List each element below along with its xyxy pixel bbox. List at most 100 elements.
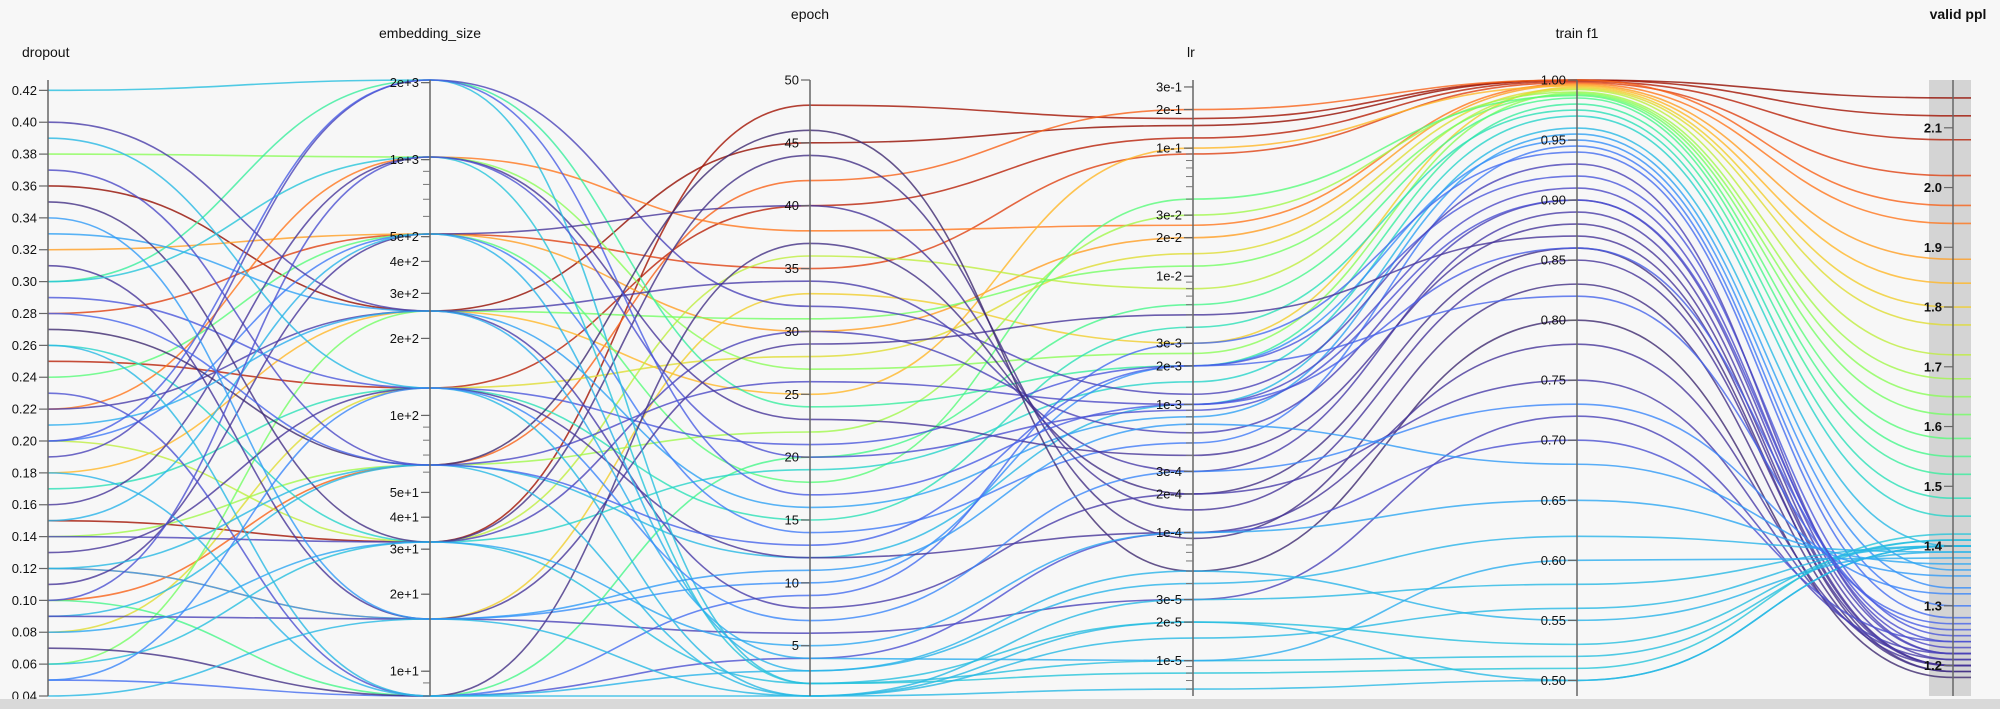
tick-label: 3e-4 bbox=[1156, 464, 1182, 479]
data-line bbox=[47, 175, 1971, 637]
data-line bbox=[47, 169, 1971, 649]
tick-label: 5e+2 bbox=[390, 229, 419, 244]
tick-label: 35 bbox=[785, 261, 799, 276]
tick-label: 0.06 bbox=[12, 657, 37, 672]
axis-train-f1[interactable]: train f1 0.50 0.55 0.60 0.65 0.70 0.75 0.80 0.85… bbox=[1541, 25, 1599, 696]
tick-label: 0.55 bbox=[1541, 613, 1566, 628]
tick-label: 0.75 bbox=[1541, 373, 1566, 388]
data-line bbox=[47, 82, 1971, 410]
data-line bbox=[47, 85, 1971, 474]
horizontal-scrollbar[interactable] bbox=[0, 699, 2000, 709]
tick-label: 50 bbox=[785, 73, 799, 88]
tick-label: 4e+2 bbox=[390, 254, 419, 269]
tick-label: 40 bbox=[785, 198, 799, 213]
tick-label: 3e-5 bbox=[1156, 592, 1182, 607]
axis-title[interactable]: embedding_size bbox=[379, 25, 481, 41]
data-line bbox=[47, 137, 1971, 697]
tick-label: 0.34 bbox=[12, 210, 37, 225]
data-line bbox=[47, 242, 1971, 697]
tick-label: 1.00 bbox=[1541, 73, 1566, 88]
data-line bbox=[47, 156, 1971, 667]
tick-label: 0.24 bbox=[12, 370, 37, 385]
tick-label: 3e-2 bbox=[1156, 208, 1182, 223]
lines-layer bbox=[47, 79, 1971, 697]
tick-label: 0.70 bbox=[1541, 433, 1566, 448]
data-line bbox=[47, 199, 1971, 655]
tick-label: 1.9 bbox=[1924, 240, 1942, 255]
data-line bbox=[47, 310, 1971, 662]
tick-label: 5 bbox=[792, 638, 799, 653]
tick-label: 0.18 bbox=[12, 465, 37, 480]
data-line bbox=[47, 79, 1971, 655]
data-line bbox=[47, 80, 1971, 389]
tick-label: 0.50 bbox=[1541, 673, 1566, 688]
axis-title[interactable]: lr bbox=[1187, 44, 1195, 60]
axis-title[interactable]: dropout bbox=[22, 44, 70, 60]
axes-layer: dropout0.040.060.080.100.120.140.160.180… bbox=[12, 6, 1987, 704]
tick-label: 3e-1 bbox=[1156, 79, 1182, 94]
axis-lr[interactable]: lr 1e-5 2e-5 3e-5 1e-4 2e-4 3e-4 1e-3 2e-3 3e-3 1e… bbox=[1156, 44, 1195, 696]
data-line bbox=[47, 499, 1971, 647]
data-line bbox=[47, 133, 1971, 571]
tick-label: 1e-1 bbox=[1156, 141, 1182, 156]
tick-label: 2e+2 bbox=[390, 331, 419, 346]
axis-title[interactable]: epoch bbox=[791, 6, 829, 22]
tick-label: 3e-3 bbox=[1156, 336, 1182, 351]
axis-epoch[interactable]: epoch 5 10 15 20 25 30 35 40 45 50 bbox=[785, 6, 830, 696]
data-line bbox=[47, 93, 1971, 665]
tick-label: 0.38 bbox=[12, 147, 37, 162]
data-line bbox=[47, 545, 1971, 697]
data-line bbox=[47, 539, 1971, 685]
tick-label: 0.20 bbox=[12, 433, 37, 448]
tick-label: 45 bbox=[785, 135, 799, 150]
tick-label: 0.95 bbox=[1541, 133, 1566, 148]
axis-title[interactable]: train f1 bbox=[1556, 25, 1599, 41]
tick-label: 3e+2 bbox=[390, 286, 419, 301]
axis-dropout[interactable]: dropout0.040.060.080.100.120.140.160.180… bbox=[12, 44, 70, 704]
tick-label: 25 bbox=[785, 387, 799, 402]
data-line bbox=[47, 387, 1971, 681]
data-line bbox=[47, 121, 1971, 661]
tick-label: 3e+1 bbox=[390, 542, 419, 557]
tick-label: 2e+1 bbox=[390, 587, 419, 602]
tick-label: 2e-5 bbox=[1156, 615, 1182, 630]
data-line bbox=[47, 87, 1971, 634]
tick-label: 0.65 bbox=[1541, 493, 1566, 508]
axis-valid-ppl[interactable]: valid ppl 1.2 1.3 1.4 1.5 1.6 1.7 1.8 1.9 2.0 2.1 bbox=[1924, 6, 1986, 696]
tick-label: 1e+3 bbox=[390, 152, 419, 167]
tick-label: 0.26 bbox=[12, 338, 37, 353]
tick-label: 0.36 bbox=[12, 178, 37, 193]
tick-label: 30 bbox=[785, 324, 799, 339]
tick-label: 4e+1 bbox=[390, 510, 419, 525]
tick-label: 0.32 bbox=[12, 242, 37, 257]
tick-label: 0.85 bbox=[1541, 253, 1566, 268]
data-line bbox=[47, 233, 1971, 672]
tick-label: 2.1 bbox=[1924, 120, 1942, 135]
tick-label: 1.2 bbox=[1924, 658, 1942, 673]
axis-embedding_size[interactable]: embedding_size 1e+1 2e+1 3e+1 4e+1 5e+1 1e+2 2e… bbox=[379, 25, 481, 697]
data-line bbox=[47, 97, 1971, 697]
tick-label: 0.28 bbox=[12, 306, 37, 321]
tick-label: 1.7 bbox=[1924, 359, 1942, 374]
tick-label: 2.0 bbox=[1924, 180, 1942, 195]
tick-label: 1.5 bbox=[1924, 479, 1942, 494]
data-line bbox=[47, 79, 1971, 631]
data-line bbox=[47, 156, 1971, 643]
data-line bbox=[47, 154, 1971, 673]
tick-label: 20 bbox=[785, 450, 799, 465]
data-line bbox=[47, 392, 1971, 697]
tick-label: 0.14 bbox=[12, 529, 37, 544]
tick-label: 2e-4 bbox=[1156, 486, 1182, 501]
tick-label: 0.30 bbox=[12, 274, 37, 289]
data-line bbox=[47, 79, 1971, 602]
data-line bbox=[47, 204, 1971, 667]
data-line bbox=[47, 79, 1971, 312]
data-line bbox=[47, 343, 1971, 667]
tick-label: 2e+3 bbox=[390, 75, 419, 90]
tick-label: 1.4 bbox=[1924, 539, 1943, 554]
tick-label: 1e-5 bbox=[1156, 653, 1182, 668]
axis-title[interactable]: valid ppl bbox=[1930, 6, 1987, 22]
data-line bbox=[47, 217, 1971, 620]
tick-label: 15 bbox=[785, 513, 799, 528]
tick-label: 0.08 bbox=[12, 625, 37, 640]
